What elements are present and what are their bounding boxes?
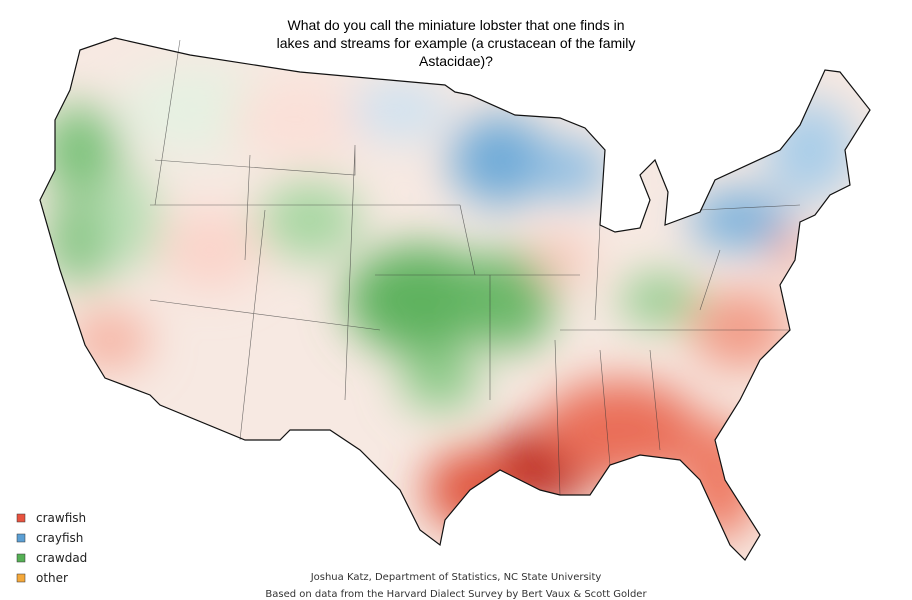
legend: crawfish crayfish crawdad other <box>16 511 87 585</box>
legend-label: crayfish <box>36 531 83 545</box>
state-borders <box>149 39 801 496</box>
title-line: lakes and streams for example (a crustac… <box>277 35 636 51</box>
legend-label: crawdad <box>36 551 87 565</box>
legend-swatch <box>16 573 26 583</box>
legend-label: crawfish <box>36 511 86 525</box>
title-line: What do you call the miniature lobster t… <box>288 17 625 33</box>
legend-label: other <box>36 571 68 585</box>
legend-swatch <box>16 553 26 563</box>
credit-line: Joshua Katz, Department of Statistics, N… <box>310 572 602 583</box>
title: What do you call the miniature lobster t… <box>277 17 636 69</box>
credit-line: Based on data from the Harvard Dialect S… <box>265 589 647 600</box>
legend-swatch <box>16 513 26 523</box>
title-line: Astacidae)? <box>419 53 493 69</box>
credits: Joshua Katz, Department of Statistics, N… <box>265 572 647 600</box>
legend-swatch <box>16 533 26 543</box>
